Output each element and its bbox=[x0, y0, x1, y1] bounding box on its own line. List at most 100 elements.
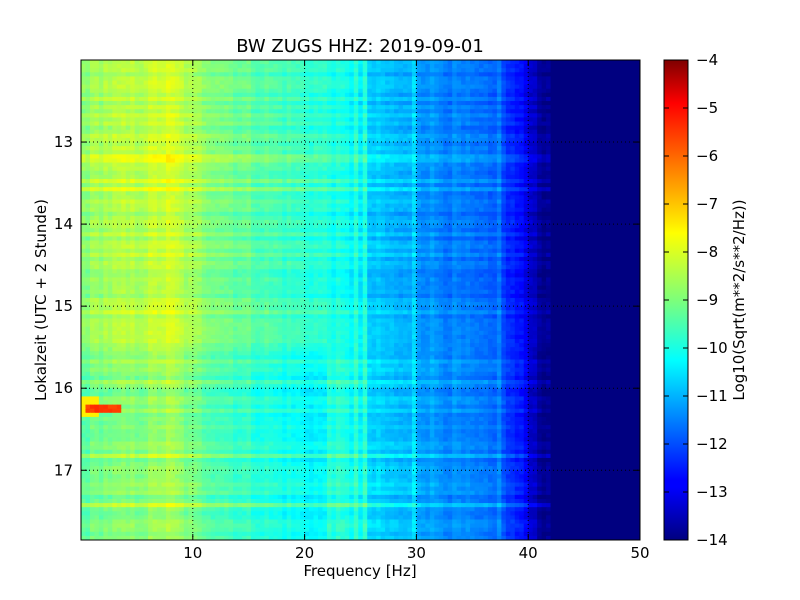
heatmap-cell bbox=[613, 92, 619, 98]
heatmap-cell bbox=[353, 158, 359, 164]
heatmap-cell bbox=[130, 162, 136, 168]
heatmap-cell bbox=[461, 215, 467, 221]
heatmap-cell bbox=[215, 166, 221, 172]
heatmap-cell bbox=[170, 199, 176, 205]
heatmap-cell bbox=[367, 187, 373, 192]
heatmap-cell bbox=[259, 92, 265, 98]
heatmap-cell bbox=[613, 101, 619, 106]
heatmap-cell bbox=[358, 125, 364, 131]
heatmap-cell bbox=[282, 142, 288, 147]
heatmap-cell bbox=[555, 191, 561, 196]
heatmap-cell bbox=[304, 117, 310, 123]
heatmap-cell bbox=[237, 113, 243, 119]
heatmap-cell bbox=[335, 88, 341, 94]
heatmap-cell bbox=[197, 187, 203, 192]
heatmap-cell bbox=[161, 121, 167, 127]
heatmap-cell bbox=[563, 174, 570, 180]
heatmap-cell bbox=[492, 60, 498, 65]
heatmap-cell bbox=[358, 76, 364, 82]
heatmap-cell bbox=[358, 84, 364, 90]
heatmap-cell bbox=[438, 96, 444, 102]
heatmap-cell bbox=[344, 207, 350, 213]
heatmap-cell bbox=[282, 68, 288, 73]
heatmap-cell bbox=[313, 125, 319, 131]
heatmap-cell bbox=[371, 158, 377, 164]
heatmap-cell bbox=[631, 72, 637, 78]
heatmap-cell bbox=[183, 170, 189, 176]
heatmap-cell bbox=[541, 133, 547, 139]
heatmap-cell bbox=[161, 158, 167, 164]
heatmap-cell bbox=[487, 117, 494, 123]
heatmap-cell bbox=[233, 113, 239, 119]
heatmap-cell bbox=[376, 170, 382, 176]
heatmap-cell bbox=[465, 96, 471, 102]
heatmap-cell bbox=[353, 88, 359, 94]
heatmap-cell bbox=[300, 129, 306, 135]
heatmap-cell bbox=[608, 146, 614, 151]
heatmap-cell bbox=[595, 121, 601, 127]
heatmap-cell bbox=[501, 133, 507, 139]
heatmap-cell bbox=[371, 96, 377, 102]
heatmap-cell bbox=[139, 150, 145, 155]
heatmap-cell bbox=[353, 80, 359, 86]
heatmap-cell bbox=[326, 117, 333, 123]
heatmap-cell bbox=[241, 137, 248, 143]
heatmap-cell bbox=[148, 170, 154, 176]
heatmap-cell bbox=[340, 133, 346, 139]
heatmap-cell bbox=[429, 170, 435, 176]
heatmap-cell bbox=[206, 203, 212, 209]
heatmap-cell bbox=[385, 195, 391, 201]
heatmap-cell bbox=[487, 158, 494, 164]
heatmap-cell bbox=[546, 137, 552, 143]
heatmap-cell bbox=[241, 105, 248, 110]
heatmap-cell bbox=[367, 199, 373, 205]
heatmap-cell bbox=[219, 150, 225, 155]
heatmap-cell bbox=[376, 88, 382, 94]
heatmap-cell bbox=[465, 72, 471, 78]
heatmap-cell bbox=[103, 105, 109, 110]
heatmap-cell bbox=[170, 76, 176, 82]
heatmap-cell bbox=[559, 142, 565, 147]
heatmap-cell bbox=[479, 96, 485, 102]
heatmap-cell bbox=[599, 96, 605, 102]
heatmap-cell bbox=[98, 105, 104, 110]
heatmap-cell bbox=[268, 146, 274, 151]
heatmap-cell bbox=[318, 191, 324, 196]
heatmap-cell bbox=[483, 133, 489, 139]
heatmap-cell bbox=[201, 170, 207, 176]
heatmap-cell bbox=[546, 133, 552, 139]
heatmap-cell bbox=[139, 203, 145, 209]
heatmap-cell bbox=[318, 80, 324, 86]
heatmap-cell bbox=[402, 129, 409, 135]
heatmap-cell bbox=[510, 154, 516, 160]
heatmap-cell bbox=[273, 125, 279, 131]
heatmap-cell bbox=[514, 68, 520, 73]
heatmap-cell bbox=[210, 199, 216, 205]
heatmap-cell bbox=[617, 154, 623, 160]
heatmap-cell bbox=[501, 109, 507, 114]
heatmap-cell bbox=[613, 146, 619, 151]
heatmap-cell bbox=[206, 174, 212, 180]
heatmap-cell bbox=[501, 183, 507, 188]
heatmap-cell bbox=[335, 84, 341, 90]
heatmap-cell bbox=[125, 72, 131, 78]
heatmap-cell bbox=[376, 109, 382, 114]
heatmap-cell bbox=[318, 60, 324, 65]
heatmap-cell bbox=[250, 220, 257, 225]
heatmap-cell bbox=[546, 183, 552, 188]
heatmap-cell bbox=[170, 170, 176, 176]
heatmap-cell bbox=[438, 117, 444, 123]
heatmap-cell bbox=[152, 207, 158, 213]
heatmap-cell bbox=[107, 158, 113, 164]
heatmap-cell bbox=[434, 84, 440, 90]
heatmap-cell bbox=[470, 84, 476, 90]
heatmap-cell bbox=[179, 154, 185, 160]
heatmap-cell bbox=[420, 215, 426, 221]
heatmap-cell bbox=[613, 178, 619, 184]
heatmap-cell bbox=[537, 183, 543, 188]
heatmap-cell bbox=[188, 215, 194, 221]
heatmap-cell bbox=[264, 158, 270, 164]
heatmap-cell bbox=[546, 199, 552, 205]
heatmap-cell bbox=[389, 211, 395, 217]
heatmap-cell bbox=[121, 109, 127, 114]
